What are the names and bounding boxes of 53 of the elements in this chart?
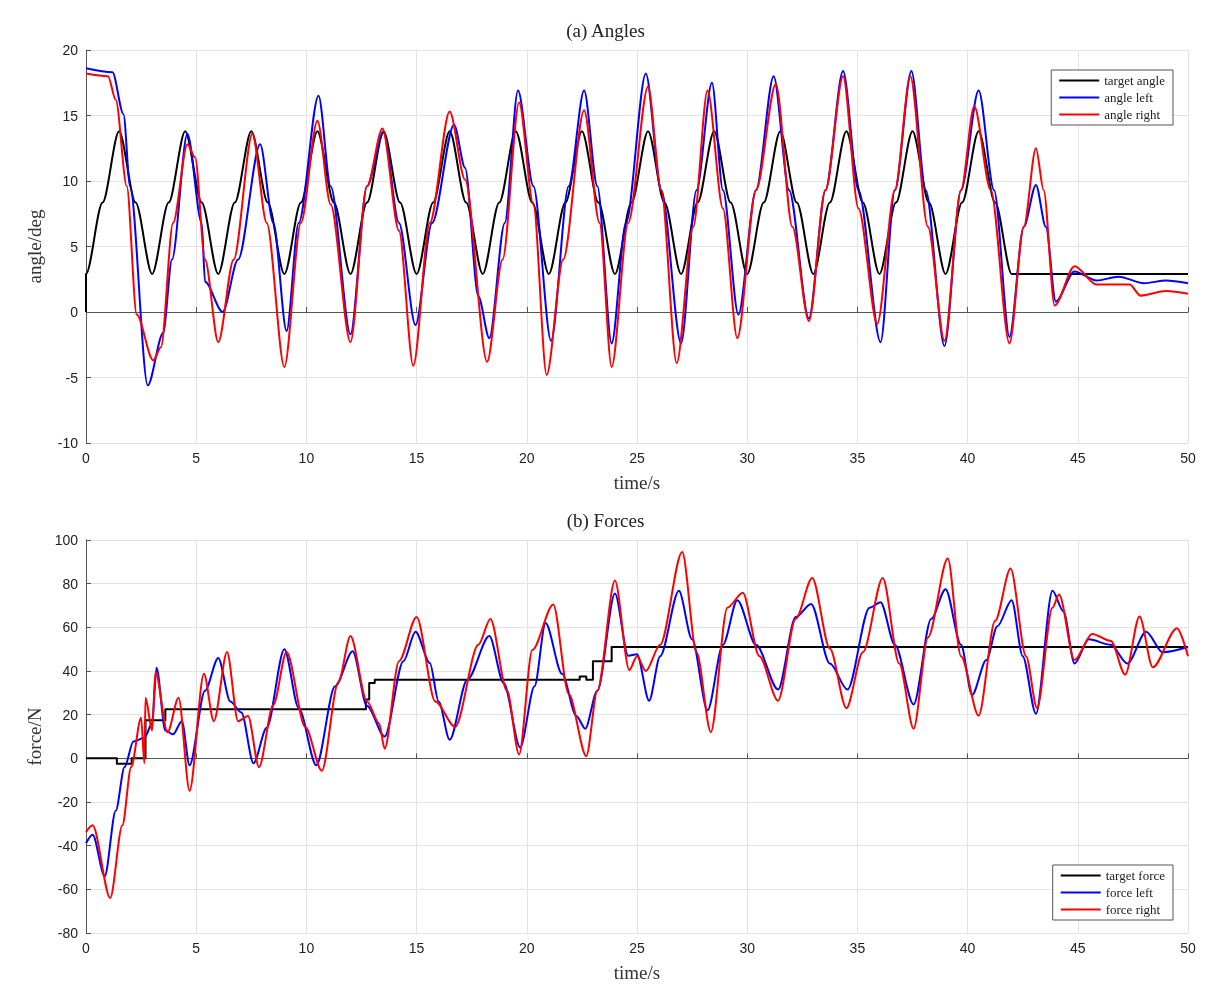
- x-tick-label: 0: [82, 940, 91, 956]
- legend-label: angle right: [1104, 107, 1161, 122]
- x-tick-label: 5: [192, 940, 201, 956]
- x-axis-title: time/s: [613, 962, 661, 983]
- y-axis-title: force/N: [23, 707, 45, 766]
- y-tick-label: 10: [62, 173, 79, 189]
- x-tick-label: 20: [519, 940, 535, 956]
- y-tick-label: 0: [70, 750, 79, 767]
- y-tick-label: -20: [57, 794, 79, 810]
- y-tick-label: 20: [62, 42, 79, 58]
- y-tick-label: 20: [62, 706, 79, 723]
- legend-label: target force: [1105, 868, 1166, 883]
- legend-label: force left: [1105, 885, 1154, 900]
- y-tick-label: 80: [62, 575, 79, 592]
- legend-label: target angle: [1104, 73, 1166, 88]
- y-tick-label: -5: [65, 369, 79, 386]
- y-axis-title: angle/deg: [24, 209, 45, 284]
- line-series: [85, 130, 1189, 313]
- x-tick-label: 30: [739, 450, 756, 466]
- x-axis-title: time/s: [613, 472, 661, 493]
- y-tick-label: -60: [57, 881, 79, 898]
- line-series: [85, 551, 1189, 900]
- y-tick-label: -80: [57, 925, 79, 941]
- x-tick-label: 10: [298, 940, 315, 956]
- x-tick-label: 30: [739, 940, 756, 956]
- x-tick-label: 45: [1070, 450, 1086, 466]
- y-tick-label: 15: [62, 107, 79, 124]
- legend-label: force right: [1105, 902, 1161, 917]
- x-tick-label: 50: [1180, 450, 1196, 466]
- chart-title: (a) Angles: [566, 20, 645, 42]
- x-tick-label: 25: [629, 940, 645, 956]
- x-tick-label: 35: [849, 940, 866, 956]
- x-tick-label: 40: [959, 940, 976, 956]
- y-tick-label: 0: [70, 304, 79, 320]
- y-tick-label: -40: [57, 837, 79, 854]
- x-tick-label: 45: [1070, 940, 1086, 956]
- y-tick-label: 40: [62, 663, 79, 679]
- x-tick-label: 40: [959, 450, 976, 466]
- y-tick-label: 60: [62, 619, 79, 636]
- x-tick-label: 20: [519, 450, 535, 466]
- legend-label: angle left: [1104, 90, 1154, 105]
- x-tick-label: 15: [408, 450, 425, 466]
- y-tick-label: 5: [70, 238, 79, 255]
- x-tick-label: 25: [629, 450, 645, 466]
- x-tick-label: 10: [298, 450, 315, 466]
- y-tick-label: -10: [57, 435, 79, 451]
- x-tick-label: 5: [192, 450, 201, 466]
- x-tick-label: 15: [408, 940, 425, 956]
- x-tick-label: 35: [849, 450, 866, 466]
- chart-title: (b) Forces: [566, 510, 645, 532]
- x-tick-label: 0: [82, 450, 91, 466]
- x-tick-label: 50: [1180, 940, 1196, 956]
- y-tick-label: 100: [54, 532, 79, 548]
